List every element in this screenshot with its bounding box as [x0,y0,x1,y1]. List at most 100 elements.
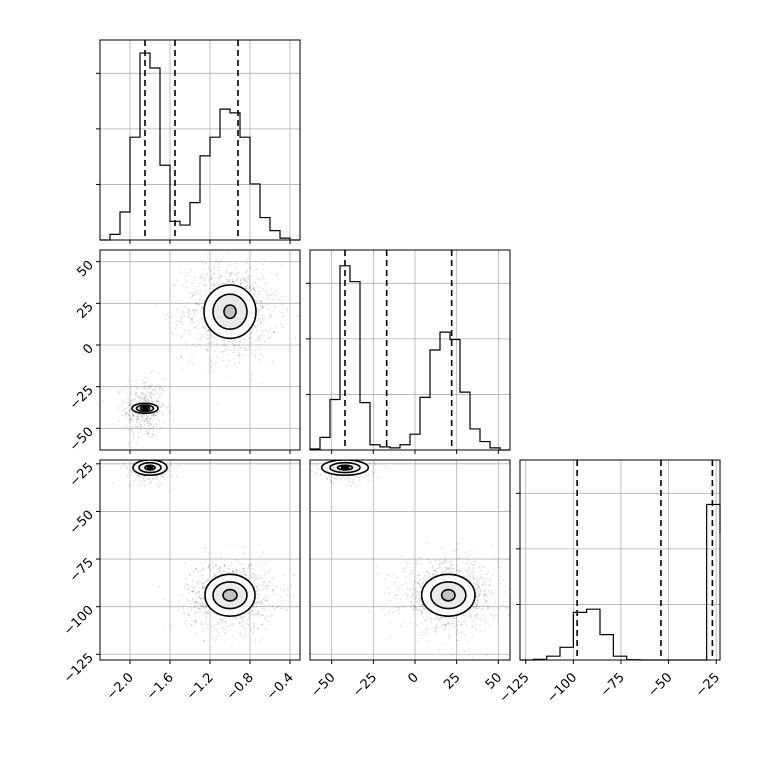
point-0-1-1-279 [220,274,223,277]
point-0-1-1-218 [260,352,262,355]
point-0-1-0-207 [148,384,151,387]
point-1-2-0-64 [360,454,362,456]
point-0-1-0-228 [155,412,157,415]
point-0-1-1-739 [256,339,259,342]
point-1-2-1-629 [415,563,418,565]
point-0-2-0-236 [160,483,162,486]
point-1-2-1-1 [474,615,477,617]
point-0-2-1-334 [219,570,222,573]
point-0-1-1-16 [231,279,234,282]
point-1-2-1-430 [387,574,390,577]
point-1-2-0-190 [371,469,374,472]
point-0-2-1-670 [254,639,257,642]
point-0-1-0-135 [145,400,147,402]
point-1-2-1-100 [421,577,424,580]
point-0-2-1-214 [247,624,250,626]
point-0-2-1-450 [200,608,203,610]
point-0-2-0-243 [148,456,150,458]
point-0-2-1-20 [185,619,188,622]
point-0-1-1-613 [250,353,253,356]
point-0-2-1-26 [262,614,265,617]
y-tick-label-p1-0: −50 [67,425,97,455]
point-0-2-1-323 [263,580,266,583]
point-1-2-1-40 [439,616,442,619]
point-0-1-1-808 [248,341,251,344]
point-0-2-1-56 [205,617,208,620]
point-1-2-1-722 [389,621,392,624]
point-0-2-1-389 [200,610,202,613]
point-1-2-1-851 [397,608,400,611]
point-0-2-1-265 [267,619,270,622]
y-tick-label-p2-1: −100 [61,603,97,639]
point-0-1-1-834 [262,263,265,266]
point-0-1-0-342 [143,398,146,401]
point-1-2-1-885 [423,608,425,610]
point-0-2-1-652 [270,613,273,616]
point-0-1-0-64 [147,400,149,402]
point-0-1-1-823 [181,367,184,370]
point-0-1-1-60 [219,338,222,341]
point-0-1-1-469 [252,282,255,284]
point-0-2-1-274 [221,621,223,624]
point-0-2-1-229 [252,613,255,616]
point-0-1-1-659 [176,323,178,326]
point-1-2-1-157 [504,591,506,593]
point-0-2-1-259 [207,564,210,567]
point-0-2-1-73 [197,595,200,598]
point-1-2-1-564 [473,582,476,584]
point-0-1-1-206 [275,325,277,328]
point-0-1-1-509 [268,313,271,316]
point-0-2-1-513 [220,619,222,622]
point-0-1-1-158 [274,306,276,308]
point-0-1-1-265 [263,334,265,337]
point-0-2-1-698 [201,604,204,607]
point-0-2-1-864 [195,568,198,570]
point-0-1-1-173 [190,268,193,271]
point-1-2-1-54 [435,617,438,620]
point-0-2-1-178 [271,577,274,580]
point-1-2-1-287 [476,585,479,587]
point-0-1-0-124 [151,414,154,417]
point-0-1-0-290 [150,423,153,425]
point-1-2-1-459 [484,594,487,596]
point-1-2-1-216 [440,625,443,628]
point-0-1-1-825 [261,287,264,290]
point-0-2-1-729 [264,573,266,576]
point-1-2-1-759 [431,566,434,569]
point-0-1-1-51 [201,295,203,297]
contour-1-2-1-0 [420,573,476,617]
point-0-2-1-583 [202,605,205,608]
point-0-1-1-202 [278,298,280,301]
point-0-1-1-319 [260,273,263,275]
point-0-1-0-149 [150,427,153,430]
point-0-1-0-176 [149,384,151,387]
point-0-2-0-177 [129,469,132,472]
point-0-1-1-614 [282,314,285,317]
y-tick-label-p2-4: −25 [67,460,97,490]
point-0-2-1-258 [263,584,265,586]
point-0-1-1-118 [213,336,216,339]
point-0-2-1-573 [241,571,244,574]
point-0-2-1-44 [195,600,198,603]
point-0-2-1-382 [192,597,195,600]
point-0-2-1-721 [264,596,266,598]
point-0-1-1-478 [169,287,172,290]
point-1-2-1-663 [471,655,474,658]
point-0-2-1-75 [191,590,193,593]
point-0-1-1-420 [204,262,207,265]
point-1-2-1-142 [468,648,471,650]
point-1-2-1-219 [444,560,447,563]
point-0-1-1-418 [207,338,209,340]
point-0-2-1-479 [254,612,257,615]
point-0-2-1-485 [214,575,216,577]
point-0-1-0-8 [140,391,143,394]
point-0-1-0-278 [149,392,152,395]
point-1-2-1-254 [476,607,478,610]
point-0-1-1-344 [271,293,274,296]
point-1-2-1-596 [435,630,437,633]
point-0-1-1-169 [180,335,183,337]
point-0-2-1-575 [214,640,217,643]
point-0-2-1-224 [180,593,183,596]
point-0-1-1-430 [267,308,270,310]
point-0-2-1-235 [246,612,249,614]
